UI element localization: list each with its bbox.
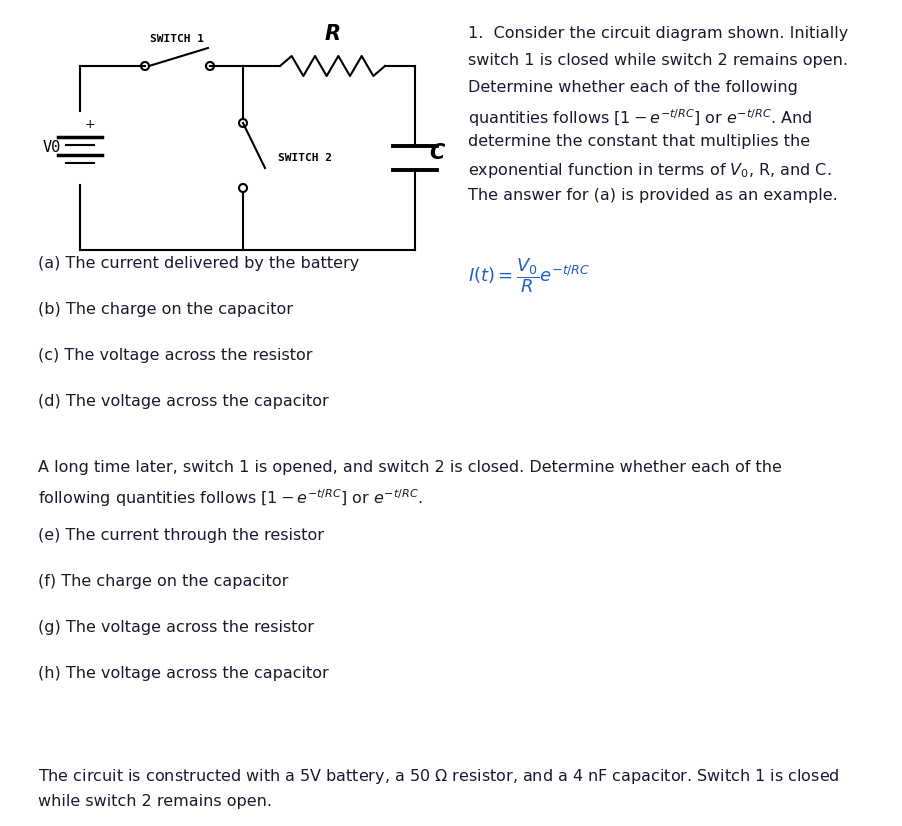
Text: (b) The charge on the capacitor: (b) The charge on the capacitor [38,302,292,317]
Text: SWITCH 2: SWITCH 2 [278,153,332,163]
Text: (e) The current through the resistor: (e) The current through the resistor [38,528,324,543]
Text: exponential function in terms of $V_0$, R, and C.: exponential function in terms of $V_0$, … [467,161,831,180]
Text: +: + [85,118,96,131]
Text: C: C [428,143,444,163]
Text: $I(t) = \dfrac{V_0}{R}e^{-t/RC}$: $I(t) = \dfrac{V_0}{R}e^{-t/RC}$ [467,256,590,295]
Text: (c) The voltage across the resistor: (c) The voltage across the resistor [38,348,312,363]
Text: (f) The charge on the capacitor: (f) The charge on the capacitor [38,574,288,589]
Text: switch 1 is closed while switch 2 remains open.: switch 1 is closed while switch 2 remain… [467,53,847,68]
Text: determine the constant that multiplies the: determine the constant that multiplies t… [467,134,809,149]
Text: quantities follows $[1 - e^{-t/RC}]$ or $e^{-t/RC}$. And: quantities follows $[1 - e^{-t/RC}]$ or … [467,107,812,129]
Text: (h) The voltage across the capacitor: (h) The voltage across the capacitor [38,666,328,681]
Text: The answer for (a) is provided as an example.: The answer for (a) is provided as an exa… [467,188,837,203]
Text: Determine whether each of the following: Determine whether each of the following [467,80,797,95]
Text: while switch 2 remains open.: while switch 2 remains open. [38,794,272,809]
Text: SWITCH 1: SWITCH 1 [151,34,204,44]
Text: (a) The current delivered by the battery: (a) The current delivered by the battery [38,256,359,271]
Text: R: R [324,24,340,44]
Text: (d) The voltage across the capacitor: (d) The voltage across the capacitor [38,394,328,409]
Text: The circuit is constructed with a 5V battery, a 50 $\Omega$ resistor, and a 4 nF: The circuit is constructed with a 5V bat… [38,767,839,786]
Text: 1.  Consider the circuit diagram shown. Initially: 1. Consider the circuit diagram shown. I… [467,26,847,41]
Text: V0: V0 [42,140,61,155]
Text: A long time later, switch 1 is opened, and switch 2 is closed. Determine whether: A long time later, switch 1 is opened, a… [38,460,781,475]
Text: following quantities follows $[1 - e^{-t/RC}]$ or $e^{-t/RC}$.: following quantities follows $[1 - e^{-t… [38,487,422,509]
Text: (g) The voltage across the resistor: (g) The voltage across the resistor [38,620,314,635]
